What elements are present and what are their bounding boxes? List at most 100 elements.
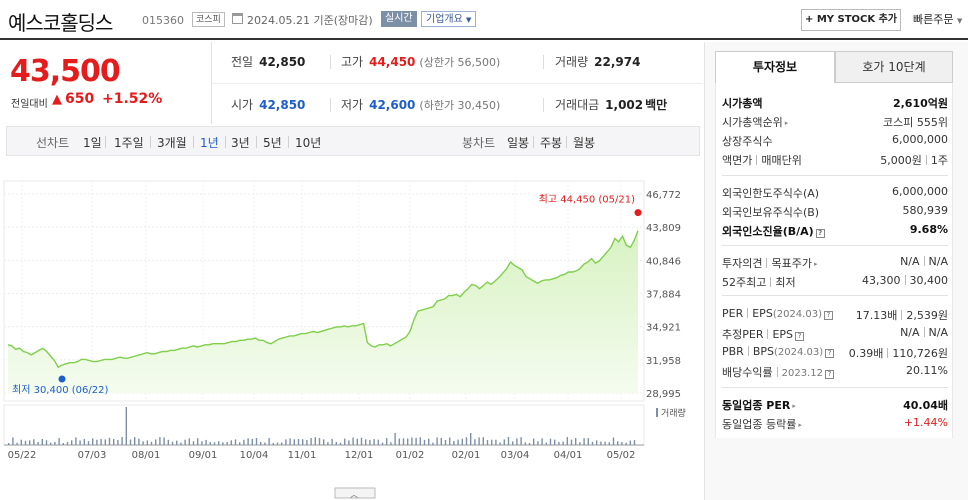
volume-bar [264, 442, 266, 445]
help-icon[interactable]: ? [815, 229, 825, 238]
period-5y[interactable]: 5년 [263, 136, 282, 150]
period-3m[interactable]: 3개월 [157, 136, 187, 150]
lower-limit: (하한가 30,450) [419, 99, 501, 112]
volume-bar [453, 440, 455, 445]
info-row: PBR BPS(2024.03)? 0.39배 110,726원 [722, 345, 948, 363]
volume-bar [377, 439, 379, 445]
volume-bar [633, 440, 636, 445]
volume-bar [37, 442, 39, 445]
corp-overview-label: 기업개요 [426, 14, 463, 25]
candle-weekly[interactable]: 주봉 [540, 136, 563, 150]
caret-right-icon[interactable]: ▸ [813, 260, 818, 268]
volume-bar [381, 442, 384, 445]
info-row: 외국인보유주식수(B) 580,939 [722, 204, 948, 222]
amount-value: 1,002 [605, 98, 644, 112]
quick-order-label: 빠른주문 [913, 13, 954, 26]
volume-bar [390, 442, 392, 445]
caret-right-icon[interactable]: ▸ [798, 421, 802, 429]
info-row: 추정PER EPS? N/A N/A [722, 326, 948, 344]
volume-bar [482, 437, 484, 445]
quick-order-link[interactable]: 빠른주문 ▼ [913, 11, 962, 27]
chart-collapse-button[interactable] [334, 487, 376, 499]
help-icon[interactable]: ? [824, 370, 834, 379]
company-name[interactable]: 예스코홀딩스 [8, 11, 113, 35]
open-label: 시가 [231, 98, 254, 112]
divider [904, 275, 906, 285]
divider [770, 277, 772, 287]
volume-bar [318, 438, 321, 445]
volume-bar [507, 437, 510, 445]
volume-bar [180, 442, 182, 445]
add-my-stock-button[interactable]: + MY STOCK 추가 [801, 9, 901, 31]
period-1d[interactable]: 1일 [83, 136, 102, 150]
volume-bar [138, 438, 140, 445]
volume-bar [554, 439, 556, 445]
divider [756, 155, 758, 165]
info-label: 동일업종 등락률 ▸ [722, 418, 802, 431]
volume-bar [247, 438, 249, 445]
info-label: 외국인소진율(B/A)? [722, 223, 825, 239]
volume-bar [276, 442, 279, 445]
up-triangle-icon: ▲ [52, 92, 62, 107]
period-bar: 선차트 1일 1주일 3개월 1년 3년 5년 10년 봉차트 일봉 주봉 월봉 [6, 126, 700, 156]
volume-bar [163, 437, 165, 445]
candle-monthly[interactable]: 월봉 [573, 136, 596, 150]
tab-investment-info[interactable]: 투자정보 [715, 51, 835, 83]
x-tick-label: 11/01 [288, 450, 317, 461]
price-chart[interactable]: 46,772 43,809 40,846 37,884 34,921 31,958 28,9… [0, 138, 702, 500]
realtime-badge[interactable]: 실시간 [381, 11, 417, 27]
volume-bar [562, 441, 564, 445]
period-3y[interactable]: 3년 [231, 136, 250, 150]
y-axis: 46,772 43,809 40,846 37,884 34,921 31,958 28,9… [646, 190, 681, 400]
info-row: 배당수익률 2023.12? 20.11% [722, 364, 948, 382]
trade-amount: 거래대금 1,002 백만 [555, 96, 667, 113]
divider [887, 348, 889, 358]
volume-bar [45, 440, 48, 445]
volume-bar [470, 433, 472, 445]
y-tick-label: 40,846 [646, 256, 681, 267]
period-10y[interactable]: 10년 [295, 136, 322, 150]
y-tick-label: 34,921 [646, 323, 681, 334]
x-tick-label: 08/01 [132, 450, 161, 461]
help-icon[interactable]: ? [795, 332, 805, 341]
info-label: 시가총액 [722, 97, 763, 110]
tab-order-book[interactable]: 호가 10단계 [835, 51, 953, 83]
volume-bar [575, 438, 577, 445]
y-tick-label: 31,958 [646, 356, 681, 367]
volume-bar [617, 441, 619, 445]
corp-overview-dropdown[interactable]: 기업개요 ▼ [421, 11, 477, 27]
caret-right-icon[interactable]: ▸ [792, 402, 796, 410]
volume-bar [201, 441, 203, 445]
prev-close-label: 전일 [231, 55, 254, 69]
info-row: PER EPS(2024.03)? 17.13배 2,539원 [722, 307, 948, 325]
row-divider [212, 83, 702, 84]
price-area [8, 230, 638, 393]
info-value: 2,610억원 [892, 97, 948, 110]
volume-bar [20, 439, 22, 445]
info-value: 6,000,000 [892, 133, 948, 146]
volume-bar [104, 439, 106, 445]
help-icon[interactable]: ? [825, 349, 835, 358]
volume-bar [209, 442, 211, 445]
help-icon[interactable]: ? [823, 311, 833, 320]
period-1w[interactable]: 1주일 [114, 136, 144, 150]
volume-bar [591, 441, 594, 445]
volume-bar [108, 437, 111, 445]
divider [923, 327, 925, 337]
volume-bar [129, 439, 132, 445]
info-row: 52주최고 최저 43,300 30,400 [722, 274, 948, 292]
info-value: 코스피 555위 [883, 116, 948, 129]
volume-bar [495, 439, 497, 445]
candle-daily[interactable]: 일봉 [507, 136, 530, 150]
info-label: 시가총액순위 ▸ [722, 116, 789, 129]
x-tick-label: 04/01 [554, 450, 583, 461]
volume-bar [41, 439, 43, 445]
caret-right-icon[interactable]: ▸ [784, 119, 789, 127]
volume-bar [545, 442, 547, 445]
y-tick-label: 37,884 [646, 290, 681, 301]
volume-bar [314, 437, 316, 445]
divider [225, 136, 226, 148]
info-label-sub: (2024.03) [772, 309, 822, 320]
volume-bar [625, 442, 627, 445]
period-1y[interactable]: 1년 [200, 136, 219, 150]
